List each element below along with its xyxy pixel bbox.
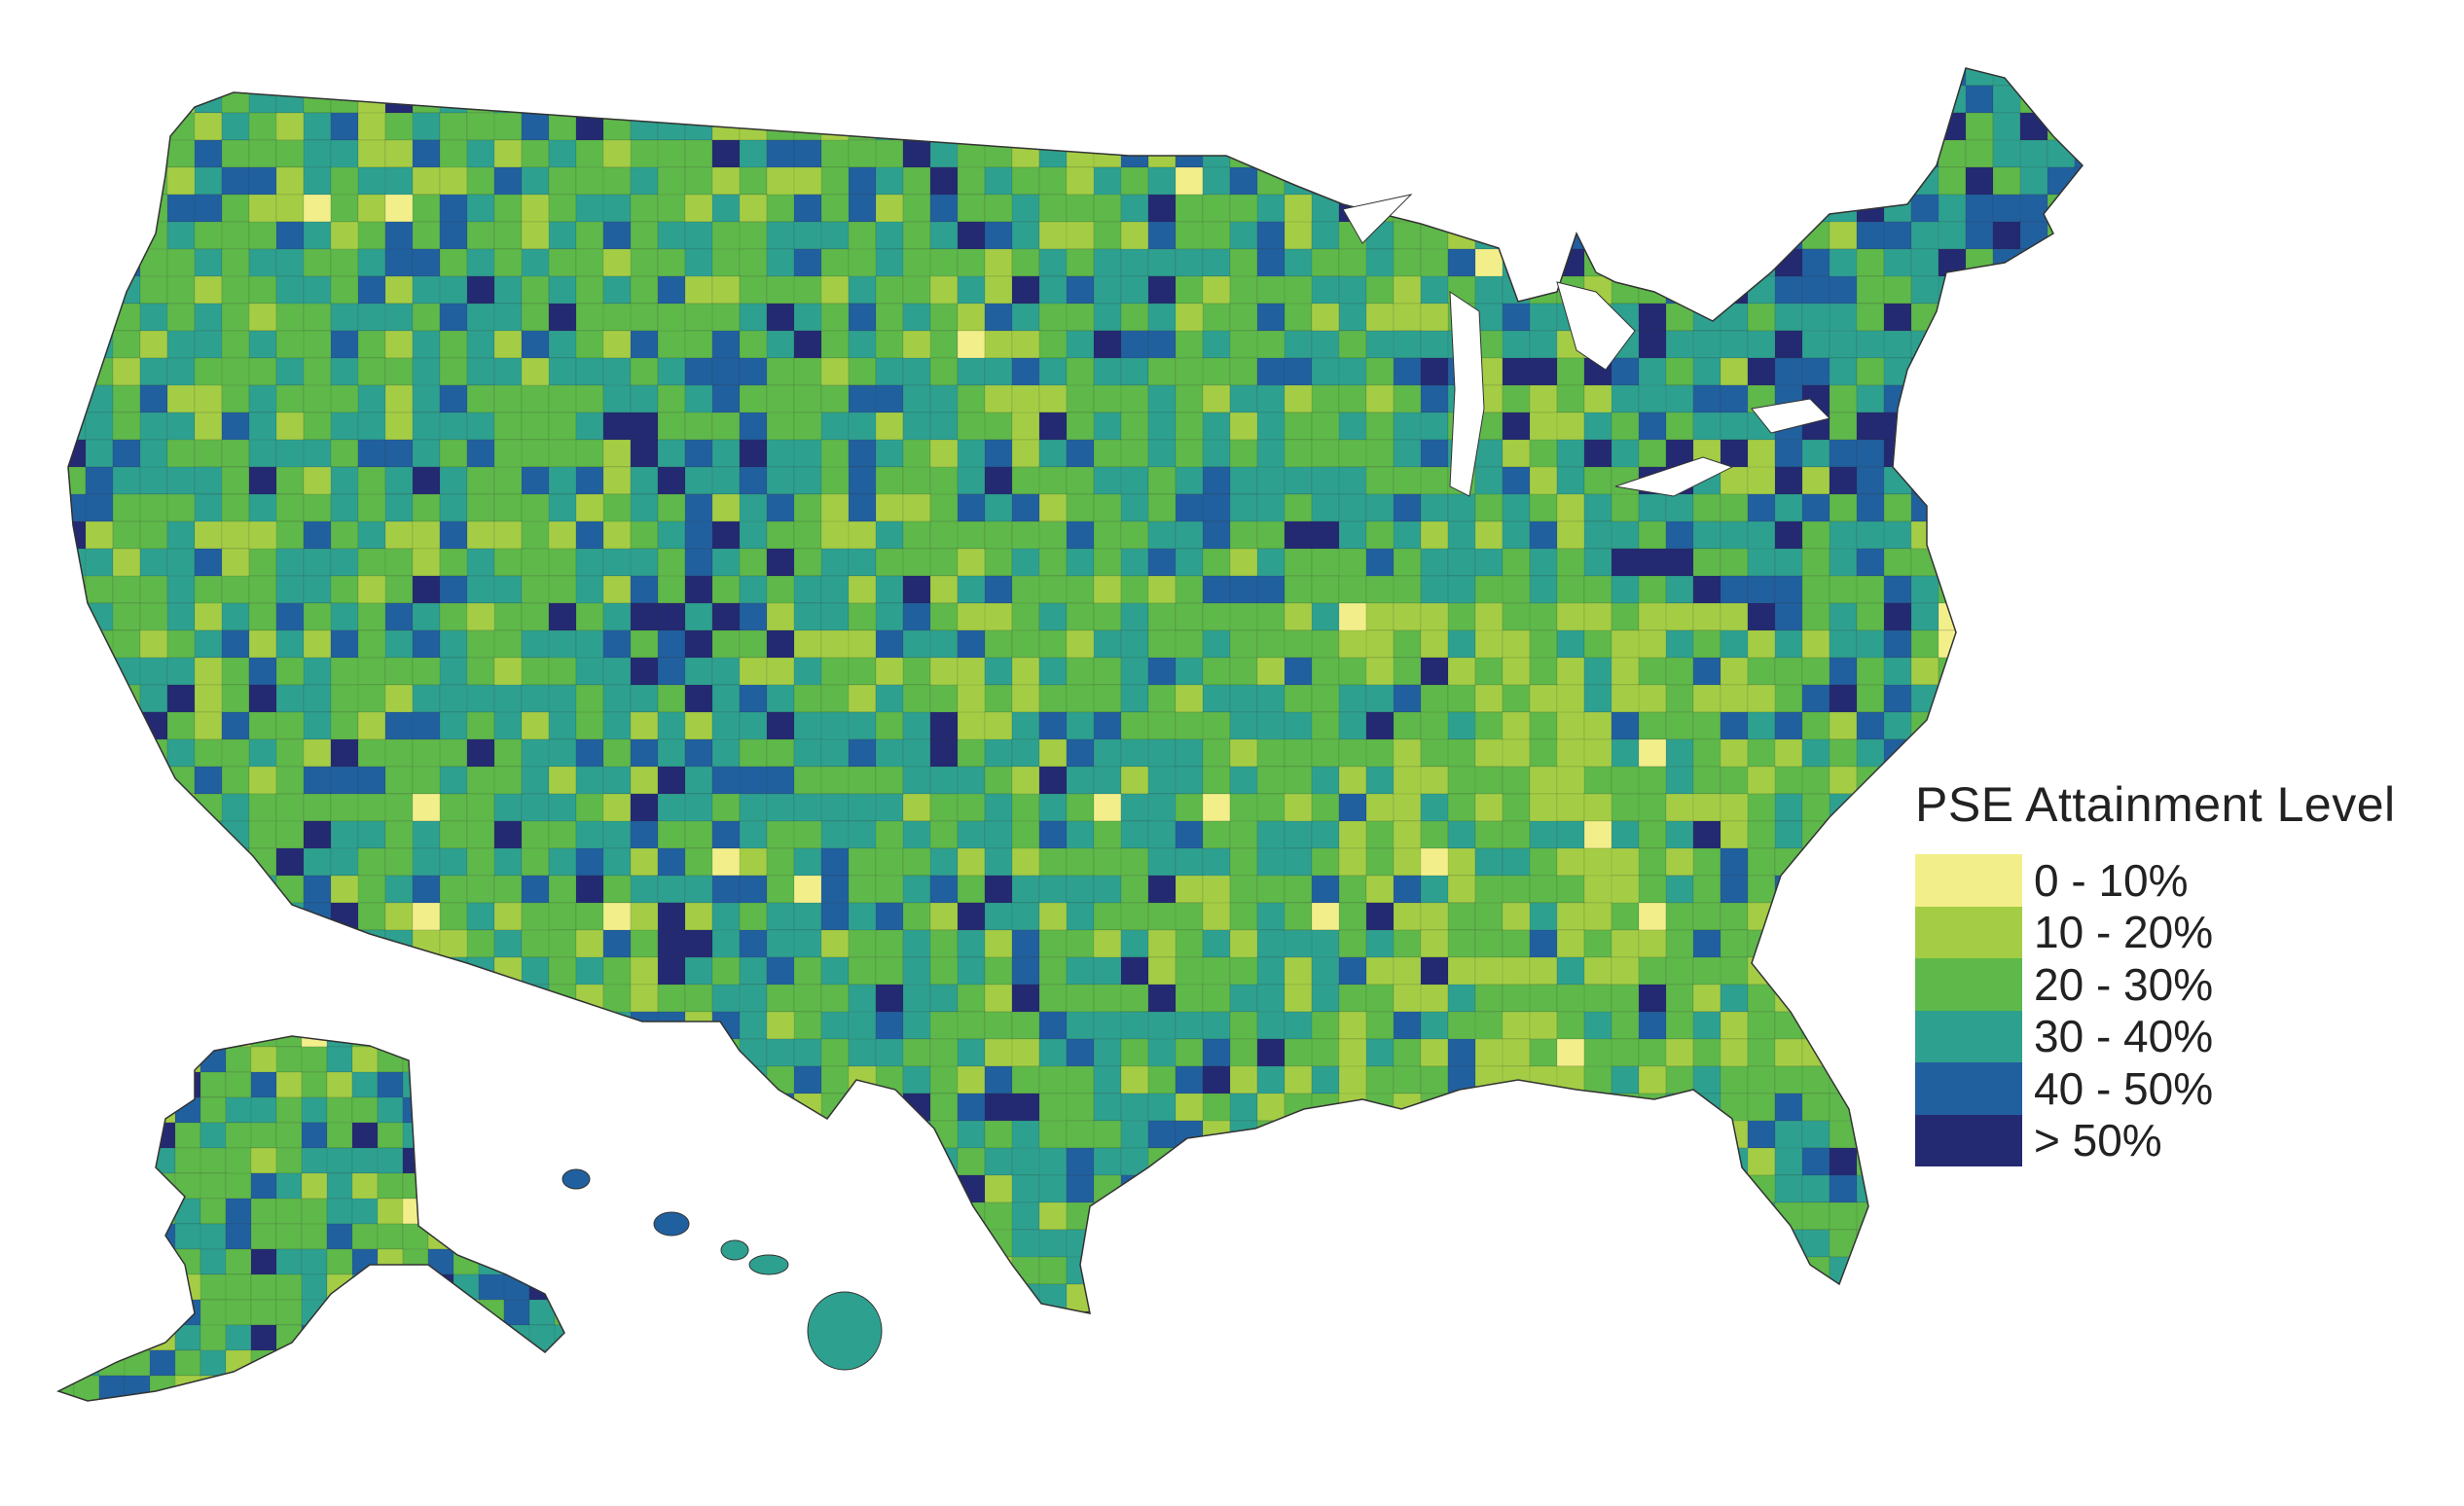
legend-item: 0 - 10% — [1915, 854, 2460, 907]
legend-item: > 50% — [1915, 1114, 2460, 1166]
hawaii-island — [748, 1254, 789, 1275]
lake — [1556, 281, 1636, 371]
legend-label: 0 - 10% — [2034, 854, 2189, 906]
lake — [1751, 398, 1830, 434]
hawaii-island — [720, 1239, 749, 1261]
legend-swatch — [1915, 854, 2022, 907]
lake — [1449, 291, 1485, 497]
legend-item: 40 - 50% — [1915, 1062, 2460, 1115]
hawaii-island — [653, 1211, 690, 1237]
lake — [1614, 456, 1734, 497]
hawaii-island — [807, 1291, 883, 1371]
legend-label: > 50% — [2034, 1115, 2162, 1166]
legend-swatch — [1915, 958, 2022, 1011]
legend-swatch — [1915, 1062, 2022, 1115]
legend-rows: 0 - 10% 10 - 20% 20 - 30% 30 - 40% 40 - 50% >… — [1915, 854, 2460, 1166]
legend-item: 20 - 30% — [1915, 958, 2460, 1011]
legend-label: 20 - 30% — [2034, 958, 2214, 1010]
legend-swatch — [1915, 906, 2022, 958]
contiguous-us-outline — [67, 67, 2084, 1314]
legend-item: 10 - 20% — [1915, 906, 2460, 958]
map-layer — [56, 67, 2084, 1402]
legend-swatch — [1915, 1010, 2022, 1062]
legend-swatch — [1915, 1114, 2022, 1166]
alaska-outline — [56, 1035, 565, 1402]
legend-label: 30 - 40% — [2034, 1011, 2214, 1062]
legend-label: 10 - 20% — [2034, 907, 2214, 958]
lake — [1342, 194, 1413, 244]
legend-label: 40 - 50% — [2034, 1062, 2214, 1114]
legend: PSE Attainment Level 0 - 10% 10 - 20% 20 -… — [1915, 776, 2460, 1166]
legend-title: PSE Attainment Level — [1915, 777, 2396, 832]
alaska-counties — [58, 1036, 564, 1401]
hawaii-island — [562, 1168, 591, 1190]
legend-item: 30 - 40% — [1915, 1010, 2460, 1062]
